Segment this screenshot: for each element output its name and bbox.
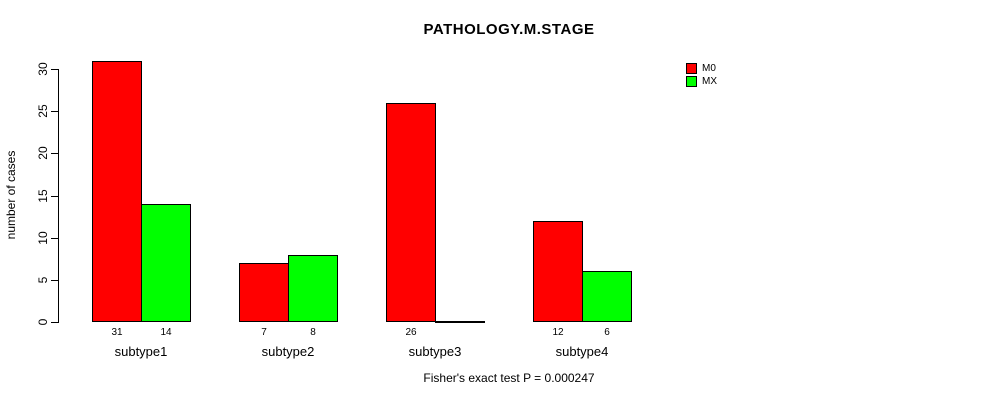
bar-m0-subtype2 — [239, 263, 289, 322]
legend-label-m0: M0 — [702, 62, 716, 74]
bar-count-label: 14 — [160, 327, 172, 338]
y-tick-mark — [51, 238, 58, 239]
legend-swatch-m0 — [686, 62, 697, 74]
bar-count-label: 7 — [261, 327, 267, 338]
y-tick-label: 5 — [36, 276, 50, 284]
bar-count-label: 8 — [310, 327, 316, 338]
bar-mx-subtype3-zero — [435, 321, 485, 323]
bar-count-label: 31 — [111, 327, 123, 338]
y-tick-mark — [51, 153, 58, 154]
y-tick-label: 25 — [36, 104, 50, 118]
y-tick-label: 10 — [36, 231, 50, 245]
y-tick-label: 20 — [36, 146, 50, 160]
legend-swatch-mx — [686, 75, 697, 87]
bar-mx-subtype4 — [582, 271, 632, 322]
legend-item-mx: MX — [686, 75, 717, 87]
y-tick-label: 30 — [36, 62, 50, 76]
y-tick-mark — [51, 69, 58, 70]
legend-item-m0: M0 — [686, 62, 717, 74]
x-category-label-subtype4: subtype4 — [555, 344, 609, 359]
y-tick-mark — [51, 322, 58, 323]
y-axis-line — [58, 69, 59, 323]
bar-m0-subtype4 — [533, 221, 583, 322]
x-category-label-subtype2: subtype2 — [261, 344, 315, 359]
y-tick-label: 15 — [36, 189, 50, 203]
y-tick-mark — [51, 111, 58, 112]
legend: M0 MX — [686, 62, 717, 88]
x-category-label-subtype1: subtype1 — [114, 344, 168, 359]
bar-m0-subtype3 — [386, 103, 436, 322]
legend-label-mx: MX — [702, 75, 717, 87]
y-tick-mark — [51, 280, 58, 281]
bar-count-label: 12 — [552, 327, 564, 338]
y-tick-label: 0 — [36, 318, 50, 326]
chart-title: PATHOLOGY.M.STAGE — [423, 21, 595, 38]
y-axis-title: number of cases — [4, 150, 18, 240]
bar-m0-subtype1 — [92, 61, 142, 322]
y-tick-mark — [51, 196, 58, 197]
bar-count-label: 26 — [405, 327, 417, 338]
bar-count-label: 6 — [604, 327, 610, 338]
x-category-label-subtype3: subtype3 — [408, 344, 462, 359]
bar-mx-subtype1 — [141, 204, 191, 322]
footer-annotation: Fisher's exact test P = 0.000247 — [423, 371, 595, 385]
bar-mx-subtype2 — [288, 255, 338, 322]
